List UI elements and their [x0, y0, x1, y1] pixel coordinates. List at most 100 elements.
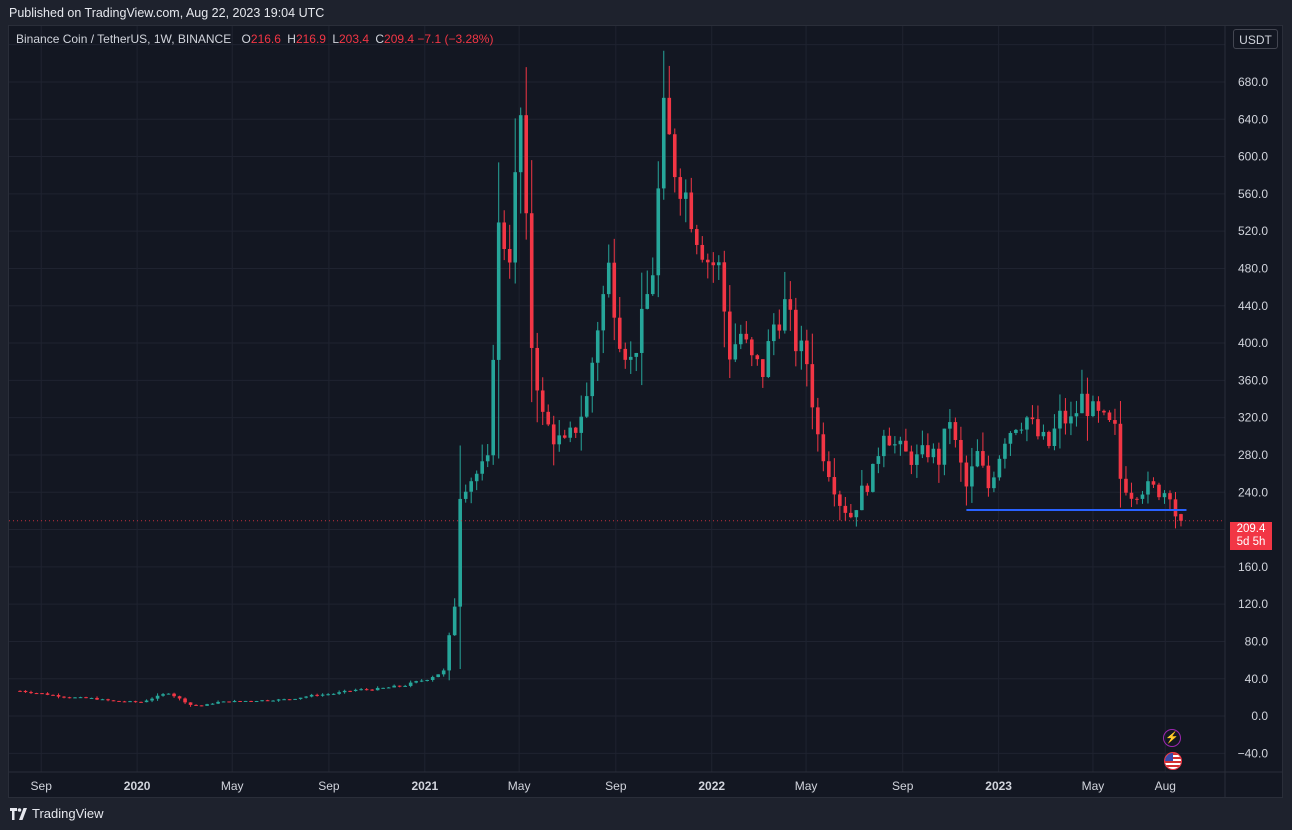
candle-body: [309, 694, 314, 697]
candle-body: [810, 364, 815, 408]
candle: [507, 224, 512, 279]
candle-body: [45, 693, 50, 695]
candle: [920, 430, 925, 459]
candle-body: [584, 396, 589, 417]
candle-body: [887, 435, 892, 446]
candle-body: [221, 701, 226, 703]
candle: [375, 686, 380, 691]
x-tick-label: May: [795, 779, 818, 793]
candle: [711, 252, 716, 283]
candle: [672, 128, 677, 193]
x-tick-label: 2023: [985, 779, 1012, 793]
candle-body: [816, 407, 820, 435]
y-tick-label: 560.0: [1238, 187, 1268, 201]
candle: [816, 397, 820, 452]
candle: [216, 700, 220, 705]
candle-body: [595, 330, 600, 363]
us-flag-icon[interactable]: [1164, 752, 1182, 770]
candle-body: [727, 311, 732, 360]
candle: [491, 344, 495, 465]
candle-body: [617, 317, 622, 349]
candle: [1080, 369, 1084, 414]
last-price-tag: 209.4 5d 5h: [1230, 522, 1272, 550]
candle-body: [986, 465, 991, 489]
candle: [794, 297, 798, 367]
candle: [821, 422, 826, 472]
lightning-icon[interactable]: ⚡: [1163, 729, 1181, 747]
candle-body: [353, 689, 358, 691]
candle-body: [953, 422, 958, 440]
candle-body: [1135, 498, 1139, 500]
candle: [876, 447, 881, 474]
candle: [403, 684, 407, 687]
candle-body: [183, 698, 187, 703]
candle: [183, 697, 187, 705]
candle-body: [1118, 423, 1123, 479]
candle: [386, 687, 391, 689]
candle-body: [634, 352, 639, 357]
candle-body: [711, 262, 716, 266]
currency-button[interactable]: USDT: [1233, 29, 1278, 49]
candle-body: [419, 680, 424, 682]
candle-body: [84, 697, 88, 699]
candle-body: [106, 699, 110, 701]
candle: [1047, 430, 1051, 449]
candle-body: [882, 435, 886, 457]
candle-body: [931, 448, 936, 458]
candle: [529, 160, 534, 403]
candle: [320, 693, 325, 697]
price-axis: 720.0680.0640.0600.0560.0520.0480.0440.0…: [1224, 26, 1268, 797]
candle-body: [1063, 410, 1068, 424]
candle-body: [62, 696, 66, 698]
candle-body: [502, 222, 507, 249]
candle: [293, 698, 297, 700]
candle-body: [761, 359, 765, 377]
candle-body: [959, 439, 963, 463]
last-price-value: 209.4: [1236, 523, 1266, 535]
footer-brand[interactable]: TradingView: [10, 806, 104, 821]
candle-body: [557, 435, 562, 445]
y-tick-label: 480.0: [1238, 261, 1268, 275]
candle-body: [18, 690, 22, 692]
candle: [744, 321, 749, 344]
candle-body: [909, 451, 914, 465]
candle: [469, 477, 473, 504]
low-value: 203.4: [339, 32, 370, 46]
candle-body: [656, 188, 661, 276]
candle-body: [260, 700, 264, 702]
candle: [705, 253, 710, 279]
candle: [128, 700, 132, 703]
candle: [1041, 424, 1046, 440]
candle-body: [205, 704, 209, 706]
candle: [722, 250, 727, 348]
candle: [650, 257, 655, 296]
candle: [227, 701, 231, 703]
candle-body: [926, 445, 930, 458]
candle: [783, 271, 787, 334]
candle-body: [639, 308, 644, 353]
candle: [937, 442, 941, 483]
candle: [1091, 395, 1095, 418]
candle-body: [436, 674, 440, 678]
x-tick-label: 2020: [124, 779, 151, 793]
high-label: H: [287, 32, 296, 46]
candle: [238, 700, 242, 702]
candle-body: [271, 700, 275, 702]
candle-body: [155, 695, 160, 699]
candle: [51, 694, 55, 696]
y-tick-label: 400.0: [1238, 336, 1268, 350]
candle-body: [948, 422, 952, 429]
candle-body: [469, 481, 473, 492]
candle-body: [150, 698, 154, 701]
candle: [326, 693, 330, 696]
candle: [683, 179, 688, 223]
candle: [1140, 490, 1145, 504]
symbol-title: Binance Coin / TetherUS, 1W, BINANCE: [16, 32, 232, 46]
candle-body: [518, 115, 523, 173]
candle: [1157, 482, 1161, 501]
candle: [975, 439, 980, 468]
open-label: O: [241, 32, 251, 46]
candle: [1008, 431, 1013, 456]
candle-body: [496, 222, 501, 360]
